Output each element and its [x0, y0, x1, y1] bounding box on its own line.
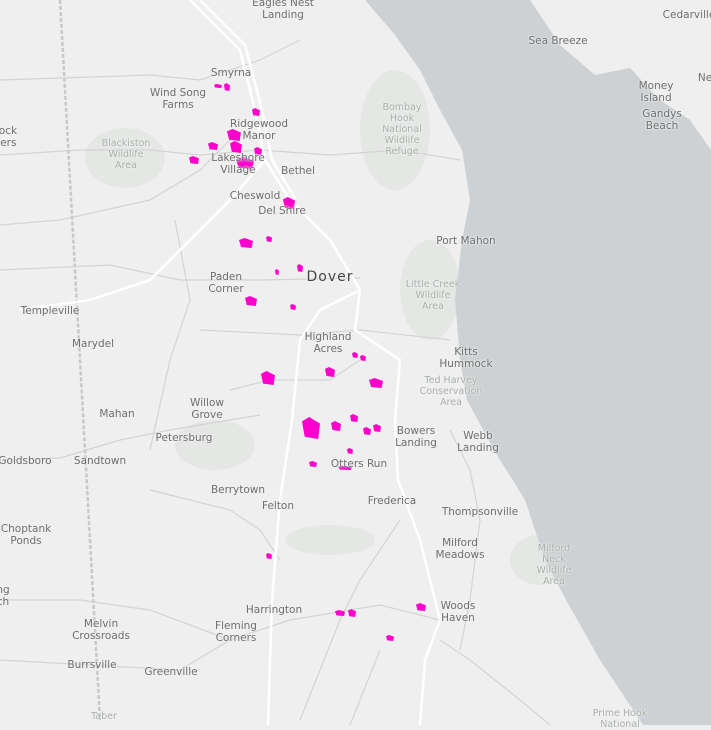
park-label: Blackiston Wildlife Area [101, 138, 151, 171]
park-label: Taber [91, 711, 117, 722]
park-areas [85, 70, 570, 585]
place-label: Del Shire [258, 205, 306, 217]
parcel-feature[interactable] [348, 609, 356, 617]
place-label: Bethel [281, 165, 315, 177]
place-label: cock ners [0, 125, 18, 149]
parcel-feature[interactable] [360, 355, 366, 361]
parcel-feature[interactable] [230, 141, 242, 153]
parcel-feature[interactable] [283, 197, 295, 209]
place-label: Cheswold [229, 190, 281, 202]
place-label: Highland Acres [304, 331, 352, 355]
place-label: Petersburg [155, 432, 213, 444]
parcel-feature[interactable] [335, 610, 345, 616]
parcel-feature[interactable] [302, 417, 320, 439]
parcel-feature[interactable] [373, 424, 381, 432]
place-label: Bowers Landing [395, 425, 437, 449]
parcel-feature[interactable] [266, 553, 272, 559]
parcel-feature[interactable] [297, 264, 303, 272]
place-label: Money Island [638, 80, 674, 104]
place-label: Frederica [367, 495, 417, 507]
parcel-feature[interactable] [214, 84, 222, 88]
place-label: Felton [261, 500, 295, 512]
parcel-feature[interactable] [352, 352, 358, 358]
park-label: Milford Neck Wildlife Area [536, 543, 572, 587]
place-label: Otters Run [330, 458, 388, 470]
place-label: Wind Song Farms [149, 87, 207, 111]
parcel-feature[interactable] [252, 108, 260, 116]
parcel-feature[interactable] [266, 236, 272, 242]
place-label: Berrytown [210, 484, 266, 496]
parcel-feature[interactable] [309, 461, 317, 467]
place-label: Webb Landing [457, 430, 499, 454]
place-label: Ne [697, 72, 711, 84]
delaware-bay-water [365, 0, 711, 725]
parcel-feature[interactable] [208, 142, 218, 150]
parcel-feature[interactable] [338, 466, 352, 470]
minor-roads [0, 0, 551, 725]
park-label: Prime Hook National [592, 708, 648, 730]
place-label: Paden Corner [208, 271, 244, 295]
place-label: Sea Breeze [528, 35, 588, 47]
place-label: Fleming Corners [215, 620, 257, 644]
place-label: Choptank Ponds [0, 523, 52, 547]
place-label: Kitts Hummock [439, 346, 493, 370]
parcel-feature[interactable] [363, 427, 371, 435]
parcel-layer[interactable] [189, 83, 426, 641]
place-label: Lakeshore Village [211, 152, 265, 176]
place-label: Port Mahon [436, 235, 496, 247]
parcel-feature[interactable] [224, 83, 230, 91]
place-label: Marydel [71, 338, 115, 350]
place-label: Eagles Nest Landing [252, 0, 314, 21]
parcel-feature[interactable] [350, 414, 358, 422]
place-label: Greenville [144, 666, 198, 678]
place-label: ng ch [0, 584, 10, 608]
place-label: Burrsville [67, 659, 117, 671]
parcel-feature[interactable] [386, 635, 394, 641]
place-label: Mahan [99, 408, 135, 420]
place-label: Smyrna [210, 67, 252, 79]
parcel-feature[interactable] [331, 421, 341, 431]
place-label: Dover [306, 269, 354, 285]
parcel-feature[interactable] [189, 156, 199, 164]
place-label: Ridgewood Manor [229, 118, 289, 142]
parcel-feature[interactable] [347, 448, 353, 454]
place-label: Milford Meadows [435, 537, 485, 561]
parcel-feature[interactable] [239, 238, 253, 248]
place-label: Harrington [245, 604, 303, 616]
parcel-feature[interactable] [261, 371, 275, 385]
place-label: Melvin Crossroads [72, 618, 130, 642]
place-label: Goldsboro [0, 455, 52, 467]
parcel-feature[interactable] [369, 378, 383, 388]
place-label: Gandys Beach [642, 108, 682, 132]
place-label: Willow Grove [190, 397, 224, 421]
parcel-feature[interactable] [290, 304, 296, 310]
parcel-feature[interactable] [245, 296, 257, 306]
place-label: Templeville [20, 305, 80, 317]
parcel-feature[interactable] [236, 157, 254, 169]
parcel-feature[interactable] [275, 269, 279, 275]
park-label: Bombay Hook National Wildlife Refuge [382, 102, 422, 157]
parcel-feature[interactable] [227, 129, 241, 141]
place-label: Cedarville [662, 9, 711, 21]
park-label: Little Creek Wildlife Area [405, 279, 461, 312]
place-label: Woods Haven [440, 600, 476, 624]
parcel-feature[interactable] [416, 603, 426, 611]
parcel-feature[interactable] [325, 367, 335, 377]
place-label: Thompsonville [441, 506, 519, 518]
parcel-feature[interactable] [254, 147, 262, 155]
highways [19, 0, 442, 725]
place-label: Sandtown [73, 455, 127, 467]
park-label: Ted Harvey Conservation Area [419, 375, 483, 408]
